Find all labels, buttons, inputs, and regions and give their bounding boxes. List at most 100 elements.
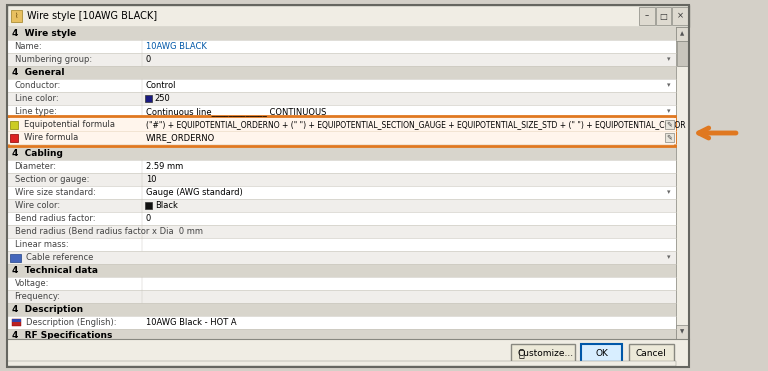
- FancyBboxPatch shape: [511, 344, 574, 362]
- Text: Bend radius factor:: Bend radius factor:: [15, 214, 95, 223]
- FancyBboxPatch shape: [7, 316, 676, 329]
- Text: Black: Black: [155, 201, 177, 210]
- FancyBboxPatch shape: [7, 342, 676, 355]
- Text: Dielectric Type:: Dielectric Type:: [15, 344, 79, 353]
- FancyBboxPatch shape: [7, 147, 676, 160]
- FancyBboxPatch shape: [672, 7, 687, 25]
- FancyBboxPatch shape: [677, 41, 687, 66]
- Text: ▾: ▾: [667, 56, 670, 62]
- FancyBboxPatch shape: [7, 27, 676, 40]
- FancyBboxPatch shape: [628, 344, 674, 362]
- FancyBboxPatch shape: [7, 339, 689, 367]
- Text: –: –: [645, 12, 649, 20]
- FancyBboxPatch shape: [7, 118, 676, 131]
- FancyBboxPatch shape: [11, 10, 22, 22]
- Text: 250: 250: [155, 94, 170, 103]
- FancyBboxPatch shape: [7, 92, 676, 105]
- Text: ▾: ▾: [667, 82, 670, 89]
- FancyBboxPatch shape: [7, 251, 676, 264]
- Text: Numbering group:: Numbering group:: [15, 55, 91, 64]
- FancyBboxPatch shape: [7, 238, 676, 251]
- Text: 4  Description: 4 Description: [12, 305, 83, 314]
- Text: Wire size standard:: Wire size standard:: [15, 188, 95, 197]
- FancyBboxPatch shape: [10, 253, 21, 262]
- Text: 0: 0: [146, 214, 151, 223]
- Text: Gauge (AWG standard): Gauge (AWG standard): [146, 188, 243, 197]
- Text: 10AWG BLACK: 10AWG BLACK: [146, 42, 207, 51]
- Text: Section or gauge:: Section or gauge:: [15, 175, 89, 184]
- FancyBboxPatch shape: [7, 264, 676, 277]
- FancyBboxPatch shape: [7, 199, 676, 212]
- Text: ▾: ▾: [667, 108, 670, 115]
- FancyBboxPatch shape: [8, 116, 675, 146]
- FancyBboxPatch shape: [7, 277, 676, 290]
- Text: Bend radius (Bend radius factor x Dia  0 mm: Bend radius (Bend radius factor x Dia 0 …: [15, 227, 203, 236]
- FancyBboxPatch shape: [12, 319, 21, 326]
- Text: Wire color:: Wire color:: [15, 201, 60, 210]
- FancyBboxPatch shape: [7, 329, 676, 342]
- FancyBboxPatch shape: [10, 134, 18, 141]
- FancyBboxPatch shape: [656, 7, 671, 25]
- FancyBboxPatch shape: [7, 66, 676, 79]
- Text: ▲: ▲: [680, 32, 684, 36]
- FancyBboxPatch shape: [676, 325, 689, 339]
- Text: Line type:: Line type:: [15, 107, 57, 116]
- FancyBboxPatch shape: [7, 186, 676, 199]
- Text: □: □: [660, 12, 667, 20]
- Text: Continuous line_____________ CONTINUOUS: Continuous line_____________ CONTINUOUS: [146, 107, 326, 116]
- FancyBboxPatch shape: [7, 5, 689, 27]
- Text: WIRE_ORDERNO: WIRE_ORDERNO: [146, 133, 215, 142]
- Text: 10: 10: [146, 175, 156, 184]
- Text: ▼: ▼: [680, 329, 684, 335]
- Text: Name:: Name:: [15, 42, 42, 51]
- FancyBboxPatch shape: [640, 7, 655, 25]
- Text: 👤: 👤: [519, 348, 525, 358]
- Text: Description (English):: Description (English):: [25, 318, 116, 327]
- Text: 4  Wire style: 4 Wire style: [12, 29, 76, 38]
- FancyBboxPatch shape: [7, 27, 676, 367]
- Text: 4  Technical data: 4 Technical data: [12, 266, 98, 275]
- Text: ✎: ✎: [667, 121, 673, 128]
- Text: Voltage:: Voltage:: [15, 279, 49, 288]
- Text: ⌇: ⌇: [15, 13, 18, 19]
- Text: 10AWG Black - HOT A: 10AWG Black - HOT A: [146, 318, 237, 327]
- FancyBboxPatch shape: [665, 120, 674, 129]
- FancyBboxPatch shape: [581, 344, 622, 362]
- Text: 4  Cabling: 4 Cabling: [12, 149, 63, 158]
- Text: Wire style [10AWG BLACK]: Wire style [10AWG BLACK]: [28, 11, 157, 21]
- FancyBboxPatch shape: [7, 79, 676, 92]
- Text: Control: Control: [146, 81, 176, 90]
- FancyBboxPatch shape: [10, 121, 18, 128]
- Text: Linear mass:: Linear mass:: [15, 240, 68, 249]
- Text: 4  RF Specifications: 4 RF Specifications: [12, 331, 112, 340]
- Text: 2.59 mm: 2.59 mm: [146, 162, 183, 171]
- FancyBboxPatch shape: [7, 303, 676, 316]
- Text: Conductor:: Conductor:: [15, 81, 61, 90]
- Text: ("#") + EQUIPOTENTIAL_ORDERNO + (" ") + EQUIPOTENTIAL_SECTION_GAUGE + EQUIPOTENT: ("#") + EQUIPOTENTIAL_ORDERNO + (" ") + …: [146, 120, 685, 129]
- FancyBboxPatch shape: [676, 27, 689, 339]
- Text: Frequency:: Frequency:: [15, 292, 61, 301]
- Text: ▾: ▾: [667, 345, 670, 351]
- FancyBboxPatch shape: [7, 160, 676, 173]
- FancyBboxPatch shape: [145, 95, 152, 102]
- Text: ▾: ▾: [667, 190, 670, 196]
- Text: OK: OK: [595, 348, 608, 358]
- FancyBboxPatch shape: [145, 202, 152, 209]
- FancyBboxPatch shape: [7, 53, 676, 66]
- FancyBboxPatch shape: [12, 319, 21, 322]
- Text: 4  General: 4 General: [12, 68, 65, 77]
- FancyBboxPatch shape: [7, 173, 676, 186]
- Text: Diameter:: Diameter:: [15, 162, 57, 171]
- Text: Cable reference: Cable reference: [25, 253, 93, 262]
- Text: Line color:: Line color:: [15, 94, 58, 103]
- Text: Customize...: Customize...: [518, 348, 574, 358]
- Text: 0: 0: [146, 55, 151, 64]
- FancyBboxPatch shape: [7, 225, 676, 238]
- Text: Equipotential formula: Equipotential formula: [24, 120, 114, 129]
- FancyBboxPatch shape: [676, 339, 689, 367]
- Text: ✎: ✎: [667, 135, 673, 141]
- FancyBboxPatch shape: [676, 27, 689, 41]
- Text: ▾: ▾: [667, 255, 670, 260]
- Text: Cancel: Cancel: [636, 348, 667, 358]
- Text: Wire formula: Wire formula: [24, 133, 78, 142]
